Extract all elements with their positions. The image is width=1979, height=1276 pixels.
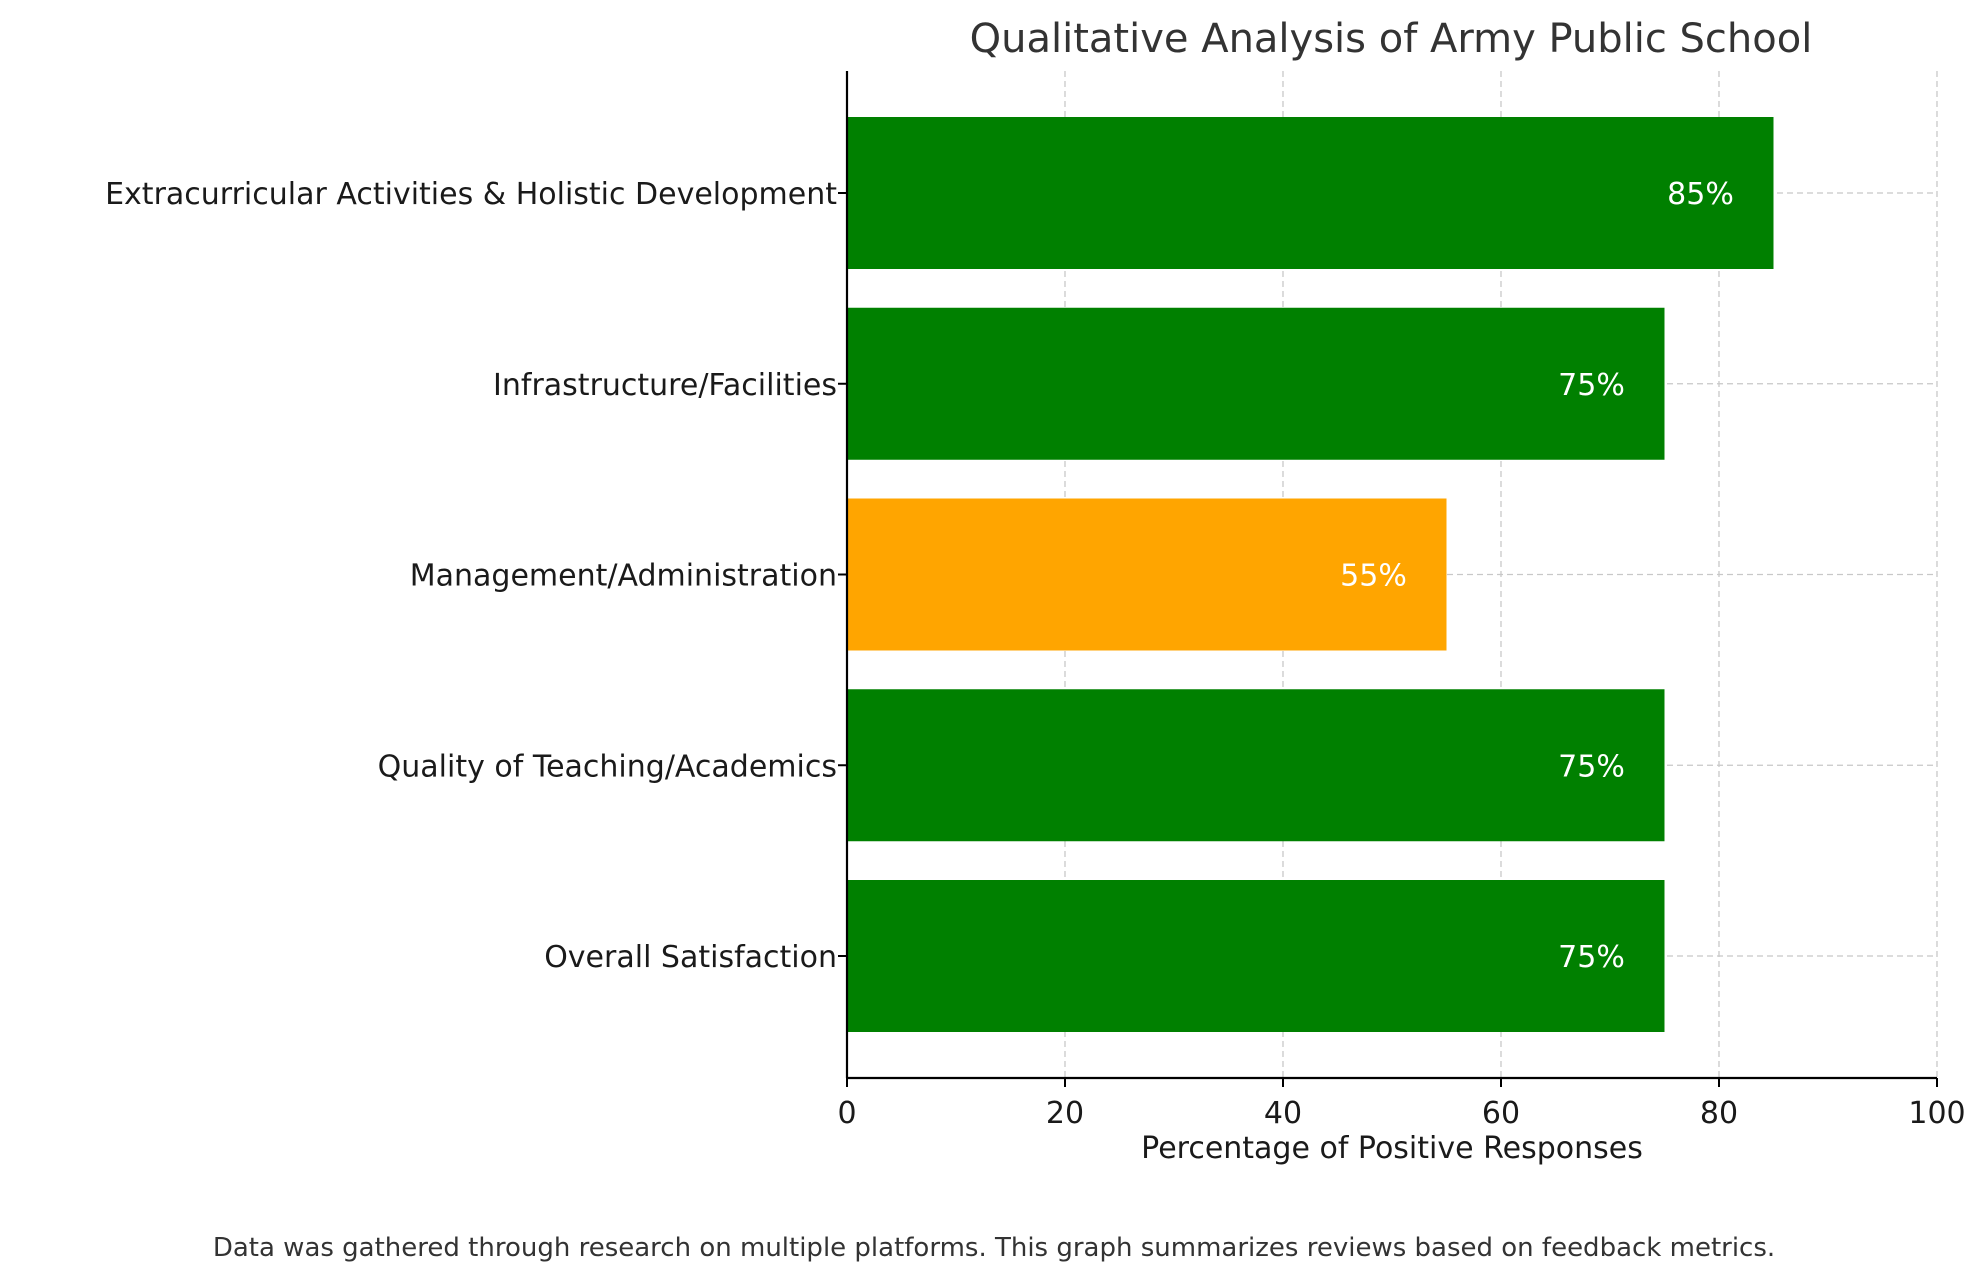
x-axis-label: Percentage of Positive Responses (1141, 1131, 1643, 1166)
bar (847, 307, 1665, 460)
bar (847, 498, 1447, 651)
bar-value-label: 75% (1558, 368, 1625, 403)
data-labels: 75% 75% 55% 75% 85% (1340, 177, 1734, 975)
bar (847, 117, 1774, 269)
x-tick-label: 100 (1908, 1096, 1965, 1131)
x-tick-label: 0 (837, 1096, 856, 1131)
x-tick-label: 60 (1482, 1096, 1520, 1131)
bars (847, 117, 1774, 1032)
bar-value-label: 55% (1340, 559, 1407, 594)
y-category-label: Infrastructure/Facilities (493, 368, 837, 403)
x-tick-label: 40 (1264, 1096, 1302, 1131)
y-axis-category-labels: Overall Satisfaction Quality of Teaching/… (105, 177, 847, 975)
chart-caption: Data was gathered through research on mu… (213, 1233, 1775, 1263)
y-category-label: Management/Administration (410, 559, 837, 594)
chart-title: Qualitative Analysis of Army Public Scho… (970, 16, 1813, 62)
y-category-label: Extracurricular Activities & Holistic De… (105, 177, 837, 212)
x-tick-label: 20 (1046, 1096, 1084, 1131)
bar-value-label: 75% (1558, 940, 1625, 975)
y-category-label: Quality of Teaching/Academics (378, 749, 837, 784)
bar (847, 689, 1665, 842)
bar-value-label: 75% (1558, 749, 1625, 784)
y-category-label: Overall Satisfaction (544, 940, 837, 975)
x-tick-label: 80 (1700, 1096, 1738, 1131)
bar (847, 880, 1665, 1032)
x-axis-ticks: 0 20 40 60 80 100 (837, 1078, 1966, 1131)
bar-value-label: 85% (1667, 177, 1734, 212)
